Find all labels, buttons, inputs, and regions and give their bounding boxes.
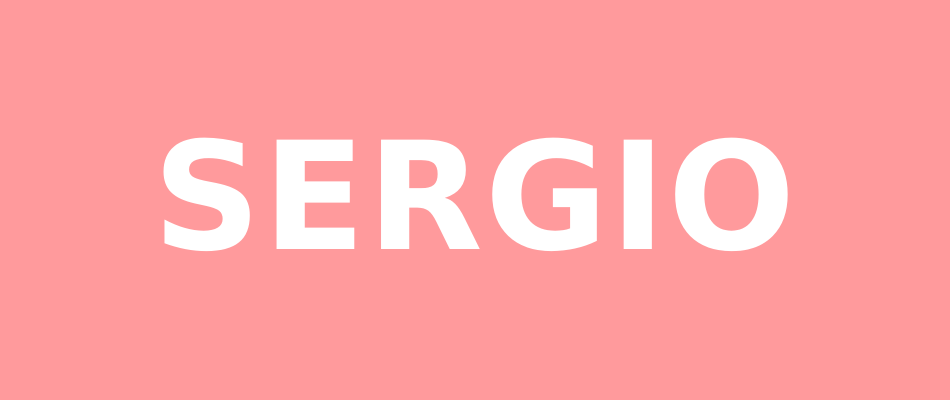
- banner-title: SERGIO: [152, 111, 798, 285]
